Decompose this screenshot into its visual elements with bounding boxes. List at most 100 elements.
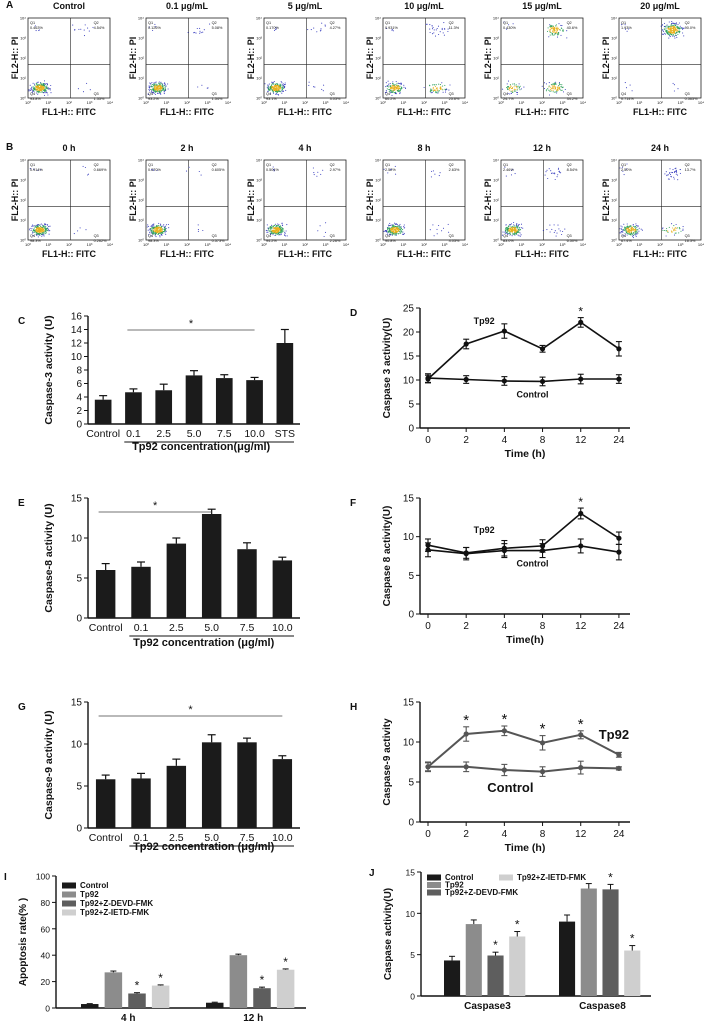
event-dot: [432, 89, 434, 91]
event-dot: [323, 235, 325, 238]
event-dot: [389, 227, 391, 229]
y-tick-label: 100: [36, 872, 50, 882]
event-dot: [385, 230, 387, 232]
event-dot: [667, 34, 669, 36]
flow-xtick: 10²: [66, 100, 72, 105]
event-dot: [558, 23, 560, 25]
event-dot: [87, 173, 90, 175]
event-dot: [282, 90, 284, 93]
event-dot: [635, 233, 637, 235]
event-dot: [508, 230, 510, 232]
event-dot: [624, 28, 627, 30]
event-dot: [279, 85, 281, 87]
event-dot: [149, 230, 151, 232]
event-dot: [45, 226, 47, 228]
event-dot: [149, 82, 151, 84]
event-dot: [630, 225, 632, 227]
flow-xtick: 10¹: [282, 242, 288, 247]
event-dot: [274, 228, 276, 230]
event-dot: [43, 94, 46, 96]
flow-xtick: 10⁴: [225, 100, 231, 105]
event-dot: [34, 225, 36, 227]
flow-xlabel: FL1-H:: FITC: [397, 249, 451, 259]
event-dot: [510, 228, 513, 231]
event-dot: [280, 233, 283, 235]
event-dot: [523, 86, 525, 88]
event-dot: [36, 224, 39, 226]
event-dot: [267, 84, 269, 86]
x-tick-label: 5.0: [204, 832, 219, 844]
event-dot: [434, 35, 437, 37]
x-axis-title: Time (h): [505, 448, 546, 460]
series-label: Tp92: [599, 727, 629, 742]
event-dot: [161, 89, 163, 91]
event-dot: [668, 30, 670, 32]
event-dot: [392, 84, 394, 86]
event-dot: [200, 32, 202, 34]
event-dot: [556, 232, 558, 234]
event-dot: [153, 91, 155, 93]
event-dot: [627, 232, 629, 234]
event-dot: [676, 29, 678, 31]
flow-ylabel: FL2-H:: PI: [483, 179, 493, 222]
event-dot: [37, 92, 39, 94]
quadrant-value: 2.97%: [330, 168, 341, 172]
x-tick-label: Control: [89, 622, 123, 634]
event-dot: [277, 85, 279, 87]
event-dot: [627, 230, 629, 232]
event-dot: [394, 222, 396, 224]
event-dot: [672, 169, 674, 171]
event-dot: [272, 83, 274, 85]
event-dot: [32, 82, 34, 84]
event-dot: [149, 86, 151, 88]
event-dot: [397, 90, 399, 92]
event-dot: [402, 233, 404, 235]
event-dot: [39, 89, 41, 91]
event-dot: [516, 91, 518, 94]
event-dot: [629, 226, 631, 228]
event-dot: [620, 231, 622, 233]
bar-Control: [559, 921, 576, 996]
y-tick-label: 10: [403, 532, 415, 543]
event-dot: [278, 224, 280, 226]
event-dot: [439, 84, 441, 86]
event-dot: [551, 83, 553, 85]
flow-ytick: 10⁴: [493, 16, 499, 21]
event-dot: [636, 225, 638, 227]
event-dot: [506, 228, 508, 231]
significance-star: *: [578, 716, 584, 733]
event-dot: [553, 34, 555, 36]
event-dot: [667, 26, 669, 29]
flow-xtick: 10¹: [282, 100, 288, 105]
event-dot: [400, 226, 402, 228]
flow-xtick: 10⁰: [143, 100, 149, 105]
quadrant-value: 5.08%: [212, 26, 223, 30]
event-dot: [512, 228, 514, 230]
event-dot: [673, 171, 675, 174]
event-dot: [675, 232, 677, 234]
event-dot: [555, 33, 557, 35]
event-dot: [45, 227, 47, 229]
event-dot: [390, 86, 393, 89]
event-dot: [434, 88, 436, 91]
event-dot: [154, 83, 156, 85]
series-line-Tp92: [427, 512, 620, 554]
event-dot: [638, 230, 640, 232]
event-dot: [158, 89, 160, 91]
event-dot: [664, 173, 666, 175]
flow-xtick: 10³: [323, 100, 329, 105]
event-dot: [36, 81, 38, 83]
event-dot: [668, 26, 670, 28]
event-dot: [509, 87, 511, 89]
event-dot: [37, 233, 39, 235]
legend-entry: Tp92+Z-DEVD-FMK: [445, 888, 518, 897]
quadrant-value: 0.170%: [266, 26, 280, 30]
event-dot: [388, 86, 390, 88]
flow-plot-A-0: ControlQ10.463%Q24.54%Q493.8%Q31.35%10⁰1…: [10, 1, 113, 117]
flow-xtick: 10¹: [519, 100, 525, 105]
event-dot: [390, 168, 392, 170]
event-dot: [35, 30, 37, 32]
event-dot: [391, 232, 393, 234]
event-dot: [677, 227, 679, 229]
